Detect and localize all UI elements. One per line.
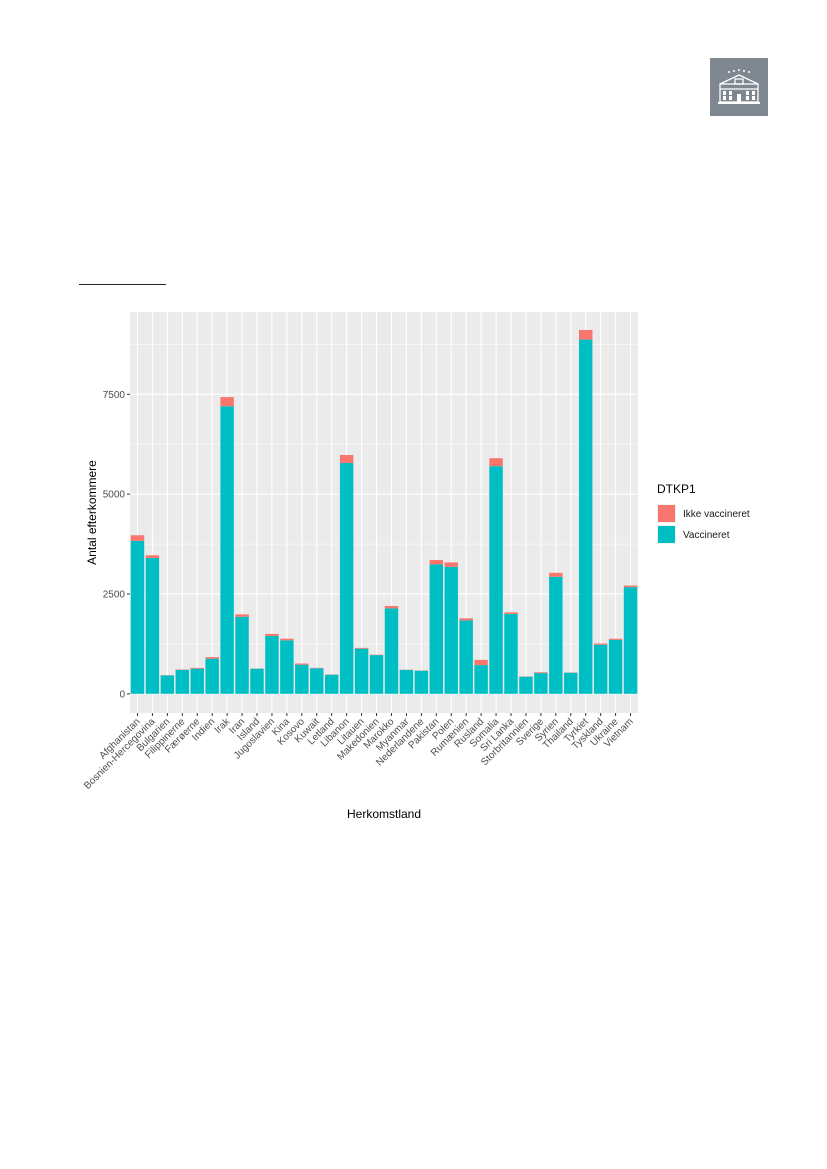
- bar-vaccineret: [295, 664, 309, 694]
- bar-vaccineret: [324, 674, 339, 694]
- bar-ikke-vaccineret: [504, 612, 518, 614]
- bar-ikke-vaccineret: [623, 585, 638, 588]
- bar-vaccineret: [534, 673, 548, 694]
- bar-vaccineret: [504, 613, 518, 694]
- bar-ikke-vaccineret: [534, 672, 548, 674]
- bar-vaccineret: [354, 648, 369, 694]
- bars: [130, 329, 638, 694]
- bar-vaccineret: [160, 675, 175, 694]
- bar-ikke-vaccineret: [235, 614, 249, 617]
- bar-ikke-vaccineret: [205, 657, 219, 659]
- x-axis-ticks: AfghanistanBosnien-HercegovinaBulgarienF…: [82, 713, 636, 792]
- bar-ikke-vaccineret: [444, 562, 458, 567]
- bar-ikke-vaccineret: [339, 454, 354, 463]
- bar-vaccineret: [175, 669, 190, 694]
- y-tick-label: 5000: [103, 490, 126, 501]
- bar-ikke-vaccineret: [593, 643, 608, 645]
- bar-vaccineret: [549, 576, 563, 694]
- bar-vaccineret: [145, 558, 160, 694]
- bar-vaccineret: [235, 616, 249, 694]
- bar-vaccineret: [280, 640, 294, 694]
- legend-swatch-vaccineret: [658, 526, 675, 543]
- bar-ikke-vaccineret: [429, 560, 444, 565]
- bar-ikke-vaccineret: [489, 458, 503, 467]
- bar-vaccineret: [414, 670, 429, 694]
- bar-ikke-vaccineret: [549, 572, 563, 577]
- legend-label: Vaccineret: [683, 530, 730, 541]
- institution-logo: [710, 58, 768, 116]
- bar-vaccineret: [608, 639, 623, 694]
- bar-vaccineret: [130, 540, 145, 694]
- bar-vaccineret: [265, 635, 279, 694]
- bar-vaccineret: [250, 668, 264, 694]
- bar-ikke-vaccineret: [459, 618, 473, 621]
- bar-vaccineret: [444, 566, 458, 694]
- bar-ikke-vaccineret: [474, 659, 488, 666]
- bar-vaccineret: [519, 676, 533, 694]
- bar-vaccineret: [623, 587, 638, 694]
- bar-vaccineret: [564, 672, 578, 694]
- bar-ikke-vaccineret: [295, 663, 309, 665]
- y-tick-label: 2500: [103, 589, 126, 600]
- bar-vaccineret: [459, 620, 473, 694]
- bar-ikke-vaccineret: [578, 329, 593, 340]
- bar-vaccineret: [220, 406, 234, 694]
- bar-vaccineret: [489, 466, 503, 694]
- y-axis-title: Antal efterkommere: [85, 460, 99, 565]
- legend: DTKP1 Ikke vaccineret Vaccineret: [657, 482, 750, 544]
- bar-ikke-vaccineret: [145, 555, 160, 559]
- bar-vaccineret: [190, 668, 204, 694]
- bar-ikke-vaccineret: [130, 535, 145, 541]
- bar-vaccineret: [578, 339, 593, 694]
- bar-vaccineret: [310, 668, 324, 694]
- legend-swatch-ikke-vaccineret: [658, 505, 675, 522]
- bar-ikke-vaccineret: [190, 667, 204, 669]
- legend-label: Ikke vaccineret: [683, 509, 750, 520]
- bar-vaccineret: [429, 564, 444, 694]
- bar-vaccineret: [474, 665, 488, 694]
- bar-ikke-vaccineret: [280, 638, 294, 641]
- bar-vaccineret: [339, 462, 354, 694]
- y-axis-ticks: 0 2500 5000 7500: [103, 390, 130, 700]
- bar-vaccineret: [384, 608, 399, 694]
- bar-ikke-vaccineret: [384, 605, 399, 609]
- heading-underline: [79, 284, 166, 285]
- bar-ikke-vaccineret: [354, 647, 369, 649]
- y-tick-label: 7500: [103, 390, 126, 401]
- bar-ikke-vaccineret: [265, 633, 279, 636]
- bar-vaccineret: [205, 658, 219, 694]
- bar-vaccineret: [369, 655, 384, 694]
- x-axis-title: Herkomstland: [347, 807, 421, 821]
- bar-vaccineret: [593, 644, 608, 694]
- y-tick-label: 0: [119, 689, 125, 700]
- bar-vaccineret: [399, 669, 414, 694]
- legend-title: DTKP1: [657, 482, 696, 496]
- bar-ikke-vaccineret: [608, 638, 623, 640]
- bar-ikke-vaccineret: [220, 397, 234, 407]
